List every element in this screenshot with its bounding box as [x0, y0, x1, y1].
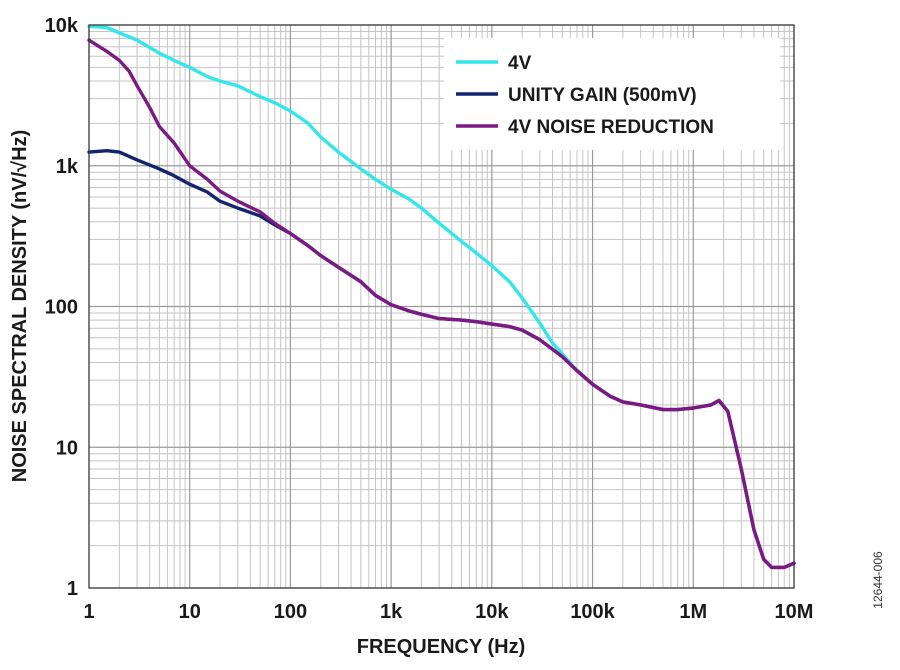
x-tick-label: 10M [775, 601, 814, 623]
y-tick-label: 1k [56, 156, 79, 178]
x-axis-title: FREQUENCY (Hz) [357, 636, 526, 658]
legend-label-4v-noise-reduction: 4V NOISE REDUCTION [508, 117, 714, 138]
legend-background [444, 38, 780, 150]
y-tick-label: 10k [45, 15, 79, 37]
series-line-4v-noise-reduction [87, 38, 796, 570]
y-tick-label: 100 [45, 297, 78, 319]
legend-label-4v: 4V [508, 53, 532, 74]
plot-frame [88, 24, 795, 589]
x-tick-label: 100k [570, 601, 615, 623]
series-layer [87, 24, 796, 570]
y-tick-label: 1 [67, 578, 78, 600]
y-tick-labels: 1 10 100 1k 10k [45, 15, 79, 600]
legend-label-unity-gain-500mv: UNITY GAIN (500mV) [508, 85, 697, 106]
x-tick-label: 10 [179, 601, 201, 623]
legend: 4V UNITY GAIN (500mV) 4V NOISE REDUCTION [444, 38, 780, 150]
x-tick-label: 1 [83, 601, 94, 623]
x-tick-label: 100 [274, 601, 307, 623]
x-tick-labels: 1 10 100 1k 10k 100k 1M 10M [83, 601, 813, 623]
x-tick-label: 1k [380, 601, 403, 623]
y-axis-title: NOISE SPECTRAL DENSITY (nV/√Hz) [9, 130, 31, 483]
figure-id: 12644-006 [871, 551, 885, 609]
series-line-4v [87, 24, 595, 386]
y-tick-label: 10 [56, 437, 78, 459]
x-tick-label: 10k [475, 601, 509, 623]
x-tick-label: 1M [679, 601, 707, 623]
